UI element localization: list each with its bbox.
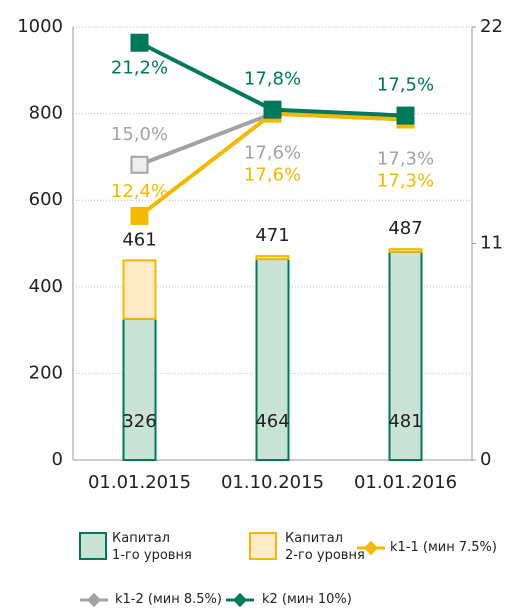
legend-label: Капитал 2-го уровня — [285, 531, 365, 563]
bar-segment — [255, 258, 290, 462]
x-tick-label: 01.01.2016 — [354, 472, 457, 493]
legend-marker — [86, 592, 102, 608]
point-label: 17,6% — [244, 165, 301, 186]
bar-segment — [122, 259, 157, 320]
x-tick-label: 01.01.2015 — [88, 472, 191, 493]
bar-value-label: 326 — [122, 411, 156, 432]
legend-label: k1-2 (мин 8.5%) — [115, 592, 222, 607]
legend-marker — [363, 540, 379, 556]
point-label: 17,3% — [377, 149, 434, 170]
bar-segment — [388, 248, 423, 253]
total-label: 471 — [255, 225, 289, 246]
legend-marker — [232, 592, 248, 608]
legend-swatch — [79, 532, 107, 560]
legend-label: k2 (мин 10%) — [262, 592, 352, 607]
y2-tick-label: 22 — [480, 16, 503, 37]
marker — [130, 33, 149, 52]
y-tick-label: 400 — [29, 276, 63, 297]
bar-segment — [388, 250, 423, 461]
y-tick-label: 1000 — [17, 16, 63, 37]
y-tick-label: 800 — [29, 103, 63, 124]
y2-tick-label: 11 — [480, 233, 503, 254]
marker — [396, 106, 415, 125]
y-tick-label: 600 — [29, 189, 63, 210]
bar-value-label: 464 — [255, 411, 289, 432]
bar-segment — [255, 255, 290, 261]
total-label: 487 — [388, 218, 422, 239]
bar-value-label: 481 — [388, 411, 422, 432]
y2-tick-label: 0 — [480, 449, 491, 470]
marker — [130, 206, 149, 225]
bar-segment — [122, 317, 157, 462]
point-label: 12,4% — [111, 181, 168, 202]
point-label: 17,8% — [244, 69, 301, 90]
y-tick-label: 200 — [29, 362, 63, 383]
marker — [263, 100, 282, 119]
marker — [130, 155, 149, 174]
point-label: 17,3% — [377, 171, 434, 192]
total-label: 461 — [122, 229, 156, 250]
point-label: 21,2% — [111, 58, 168, 79]
legend-label: Капитал 1-го уровня — [112, 531, 192, 563]
y-tick-label: 0 — [52, 449, 63, 470]
point-label: 15,0% — [111, 124, 168, 145]
legend-swatch — [249, 532, 277, 560]
x-tick-label: 01.10.2015 — [221, 472, 324, 493]
point-label: 17,5% — [377, 75, 434, 96]
point-label: 17,6% — [244, 143, 301, 164]
legend-label: k1-1 (мин 7.5%) — [390, 540, 497, 555]
